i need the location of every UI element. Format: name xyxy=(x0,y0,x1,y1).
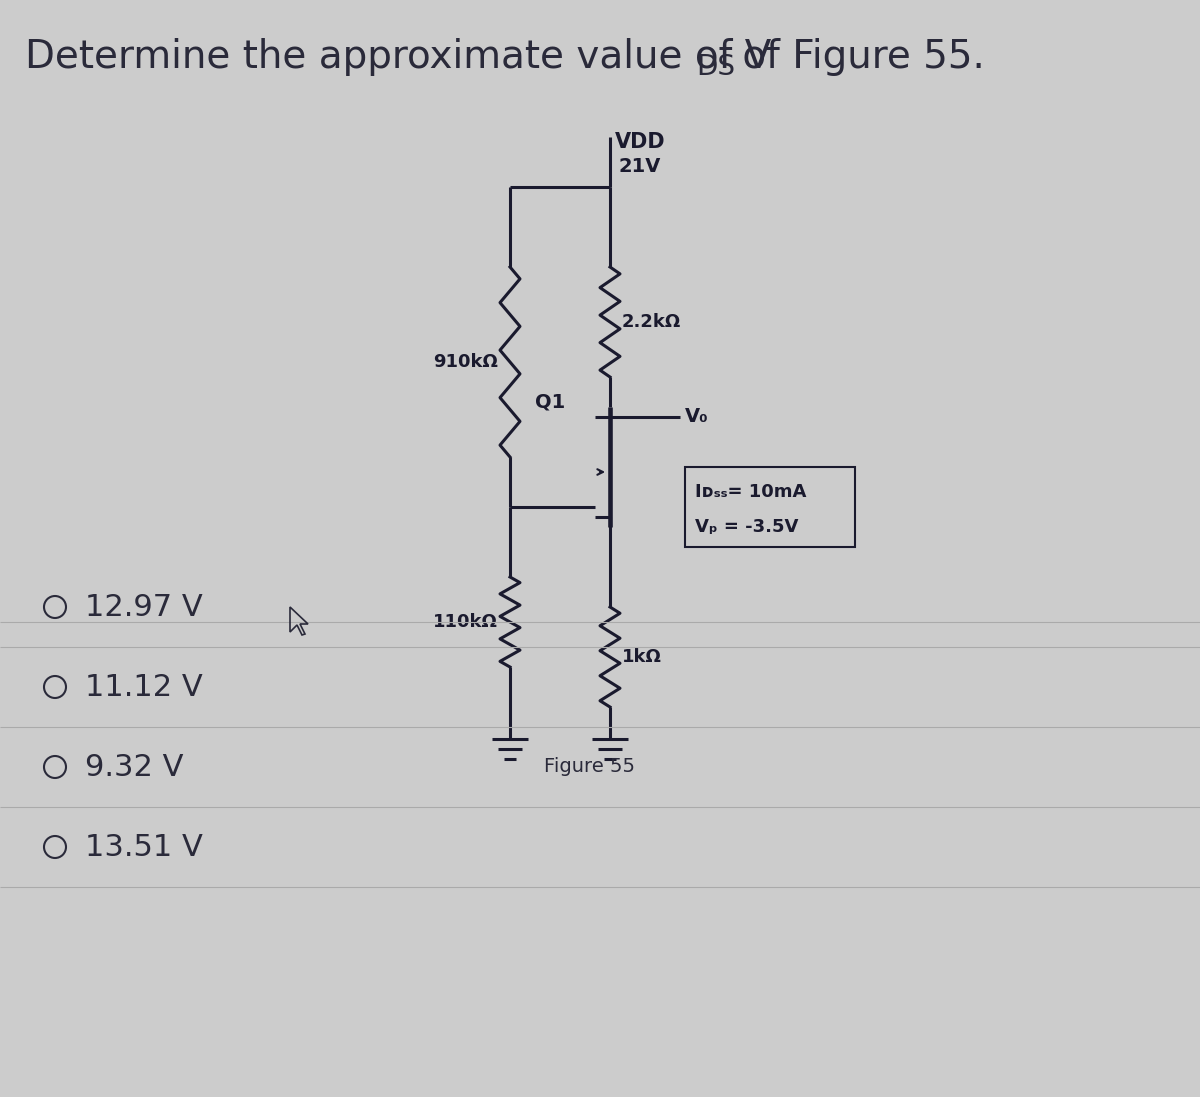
Text: 11.12 V: 11.12 V xyxy=(85,672,203,701)
Text: Iᴅₛₛ= 10mA: Iᴅₛₛ= 10mA xyxy=(695,483,806,501)
Text: 9.32 V: 9.32 V xyxy=(85,753,184,781)
Text: V₀: V₀ xyxy=(685,407,709,427)
Text: Determine the approximate value of V: Determine the approximate value of V xyxy=(25,38,772,76)
Text: 13.51 V: 13.51 V xyxy=(85,833,203,861)
Text: of Figure 55.: of Figure 55. xyxy=(730,38,985,76)
Text: Figure 55: Figure 55 xyxy=(545,758,636,777)
Text: Vₚ = -3.5V: Vₚ = -3.5V xyxy=(695,518,798,536)
Text: 1kΩ: 1kΩ xyxy=(622,648,662,666)
Text: VDD: VDD xyxy=(616,132,666,152)
Text: DS: DS xyxy=(696,53,734,81)
Text: 12.97 V: 12.97 V xyxy=(85,592,203,622)
Text: 910kΩ: 910kΩ xyxy=(433,353,498,371)
Text: 2.2kΩ: 2.2kΩ xyxy=(622,313,682,331)
Bar xyxy=(685,467,854,547)
Text: 110kΩ: 110kΩ xyxy=(433,613,498,631)
Text: 21V: 21V xyxy=(618,158,660,177)
Text: Q1: Q1 xyxy=(535,393,565,411)
